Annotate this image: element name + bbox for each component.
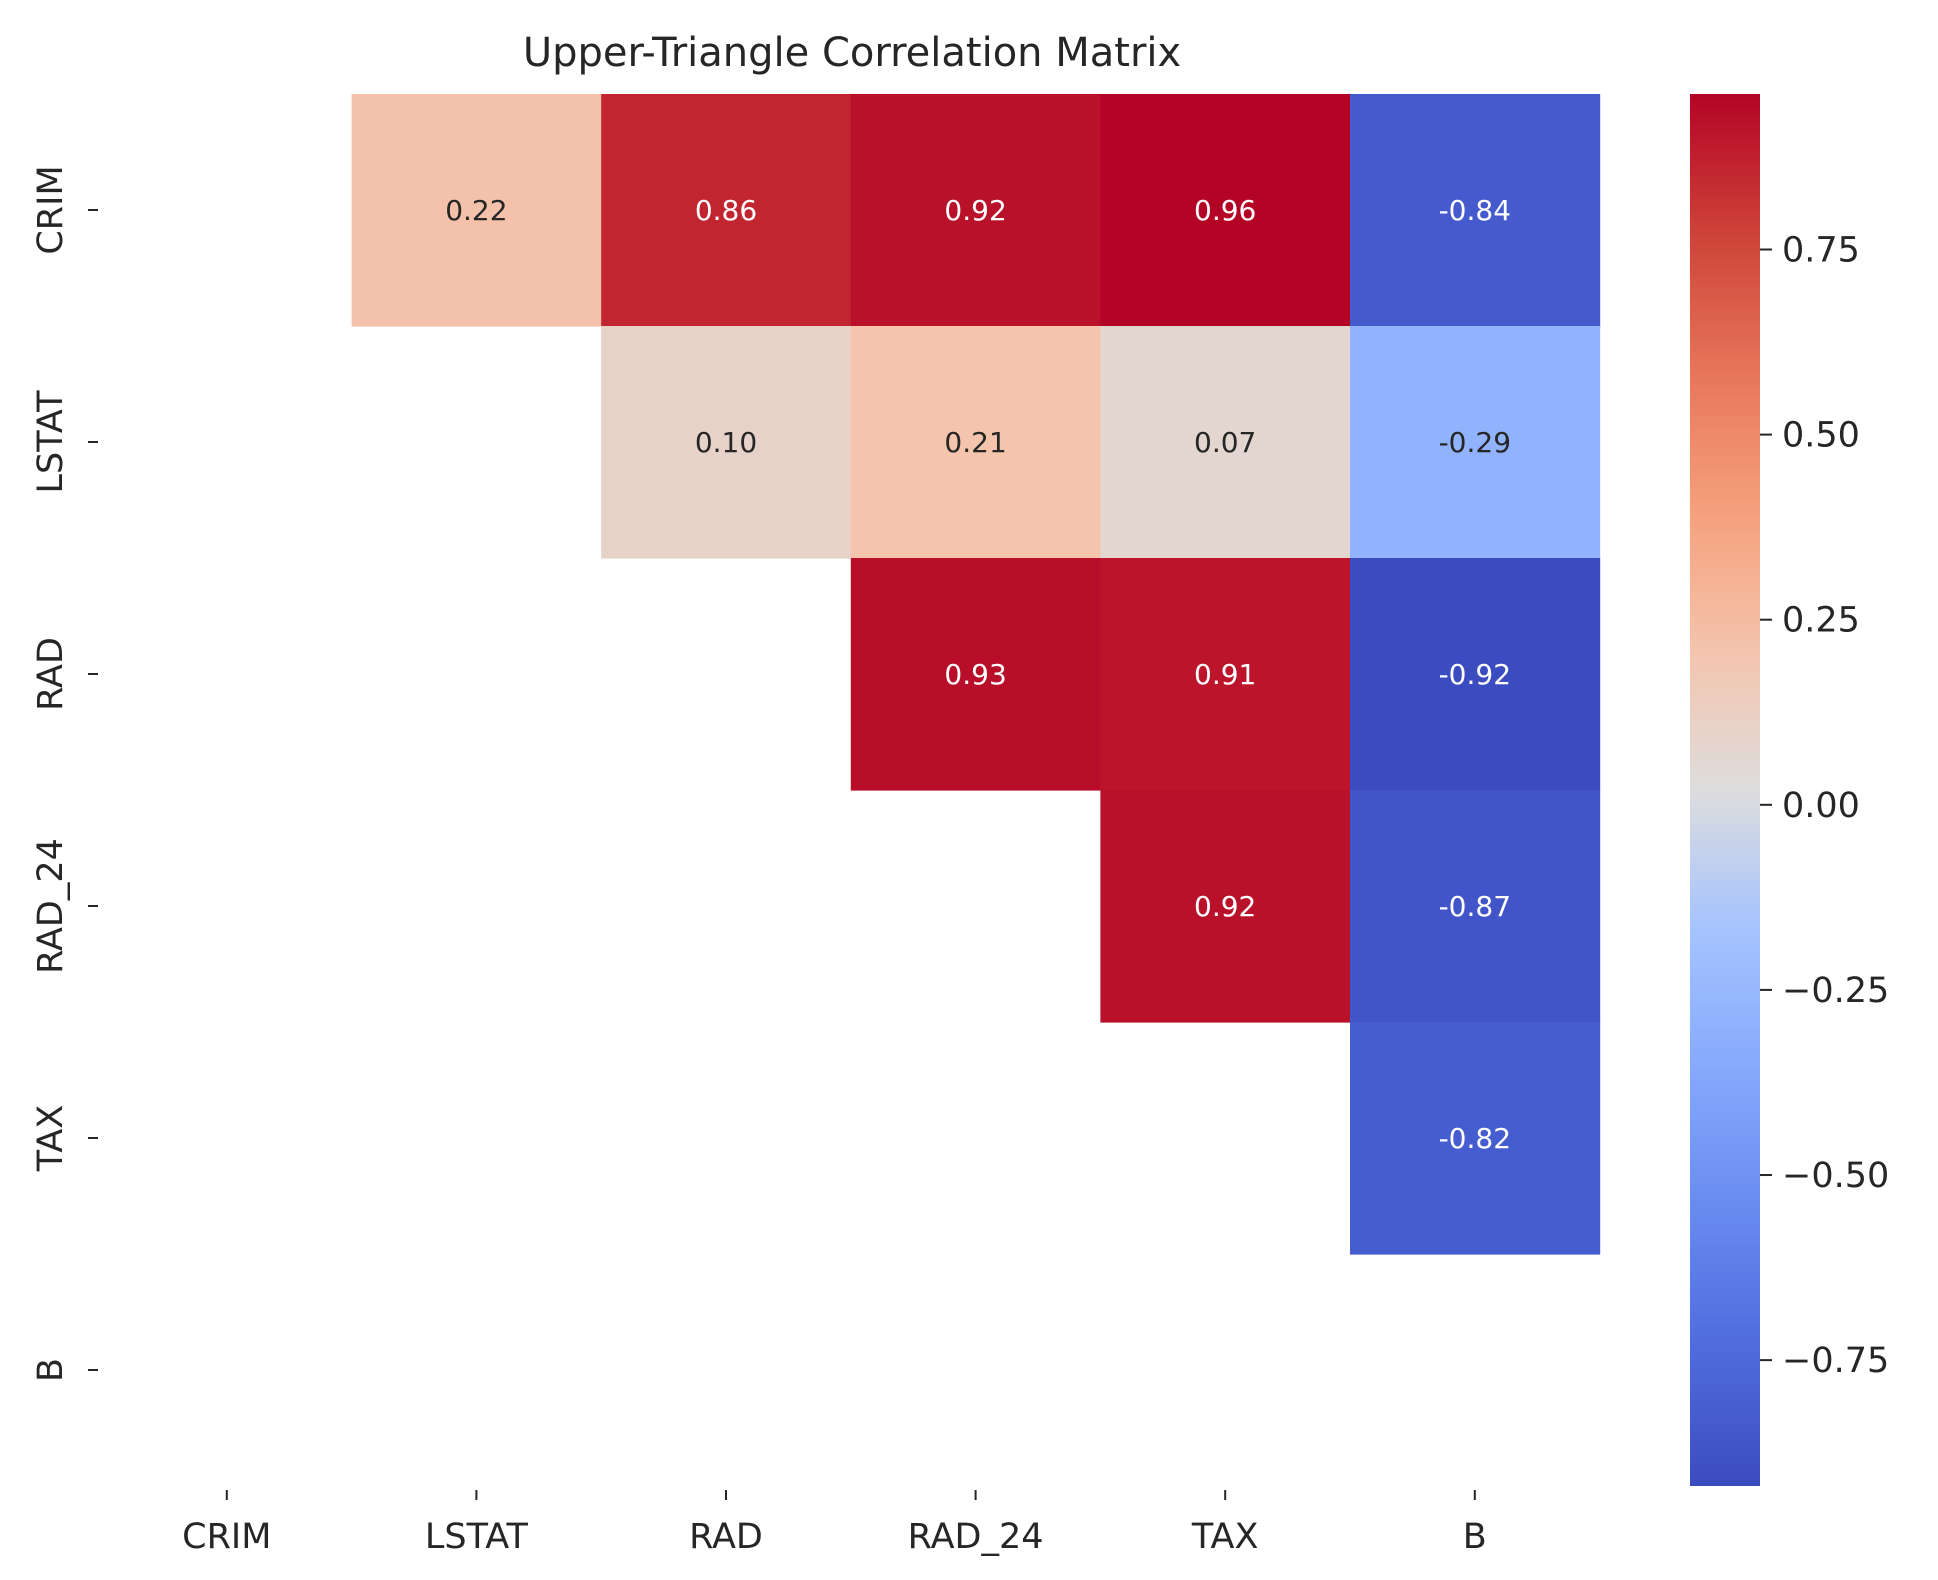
cell-label-tax-b: -0.82 [1439, 1122, 1511, 1155]
colorbar-tick-label: −0.75 [1782, 1341, 1889, 1381]
heatmap-cell-crim-rad [601, 94, 852, 327]
heatmap-cell-rad_24-b [1350, 790, 1601, 1023]
heatmap-cell-crim-b [1350, 94, 1601, 327]
colorbar-tick-label: 0.75 [1782, 230, 1860, 270]
cell-label-crim-rad_24: 0.92 [944, 194, 1006, 227]
cell-label-crim-tax: 0.96 [1194, 194, 1256, 227]
heatmap-cell-tax-b [1350, 1022, 1601, 1255]
cell-label-crim-rad: 0.86 [695, 194, 757, 227]
x-tick-label-rad_24: RAD_24 [908, 1517, 1044, 1557]
y-tick-label-tax: TAX [31, 1105, 71, 1173]
y-axis: CRIM LSTAT RAD RAD_24 TAX B [31, 165, 98, 1382]
x-tick-label-crim: CRIM [182, 1517, 271, 1557]
colorbar-tick-label: 0.00 [1782, 786, 1860, 826]
heatmap-cell-rad-rad_24 [850, 558, 1101, 791]
heatmap-cell-lstat-tax [1100, 326, 1351, 559]
x-tick-label-tax: TAX [1191, 1517, 1259, 1557]
heatmap-cell-crim-tax [1100, 94, 1351, 327]
x-axis: CRIM LSTAT RAD RAD_24 TAX B [182, 1490, 1487, 1557]
cell-label-lstat-rad_24: 0.21 [944, 426, 1006, 459]
colorbar-gradient [1690, 94, 1760, 1486]
colorbar: 0.75 0.50 0.25 0.00 −0.25 −0.50 −0.75 [1690, 94, 1889, 1486]
chart-title: Upper-Triangle Correlation Matrix [523, 30, 1181, 76]
cell-label-crim-b: -0.84 [1439, 194, 1511, 227]
cell-label-rad_24-b: -0.87 [1439, 890, 1511, 923]
cell-label-lstat-b: -0.29 [1439, 426, 1511, 459]
heatmap-cell-crim-lstat [351, 94, 602, 327]
colorbar-tick-label: 0.50 [1782, 416, 1860, 456]
colorbar-tick-label: 0.25 [1782, 601, 1860, 641]
cell-label-lstat-rad: 0.10 [695, 426, 757, 459]
heatmap-cell-lstat-b [1350, 326, 1601, 559]
cell-label-crim-lstat: 0.22 [445, 194, 507, 227]
y-tick-label-crim: CRIM [31, 165, 71, 254]
y-tick-label-lstat: LSTAT [31, 390, 71, 494]
y-tick-label-b: B [31, 1358, 71, 1382]
cell-label-rad-b: -0.92 [1439, 658, 1511, 691]
x-tick-label-b: B [1463, 1517, 1487, 1557]
cell-label-lstat-tax: 0.07 [1194, 426, 1256, 459]
heatmap-cell-crim-rad_24 [850, 94, 1101, 327]
heatmap-cells: 0.22 0.86 0.92 0.96 -0.84 0.10 0.21 0.07 -0.29 0.… [351, 94, 1601, 1255]
colorbar-tick-label: −0.50 [1782, 1156, 1889, 1196]
heatmap-cell-rad_24-tax [1100, 790, 1351, 1023]
cell-label-rad-rad_24: 0.93 [944, 658, 1006, 691]
x-tick-label-rad: RAD [689, 1517, 763, 1557]
heatmap-cell-lstat-rad [601, 326, 852, 559]
colorbar-tick-label: −0.25 [1782, 971, 1889, 1011]
y-tick-label-rad_24: RAD_24 [31, 838, 71, 974]
y-tick-label-rad: RAD [31, 637, 71, 711]
cell-label-rad_24-tax: 0.92 [1194, 890, 1256, 923]
heatmap-cell-rad-b [1350, 558, 1601, 791]
x-tick-label-lstat: LSTAT [425, 1517, 529, 1557]
cell-label-rad-tax: 0.91 [1194, 658, 1256, 691]
heatmap-cell-rad-tax [1100, 558, 1351, 791]
heatmap-cell-lstat-rad_24 [850, 326, 1101, 559]
colorbar-ticks: 0.75 0.50 0.25 0.00 −0.25 −0.50 −0.75 [1760, 230, 1889, 1381]
